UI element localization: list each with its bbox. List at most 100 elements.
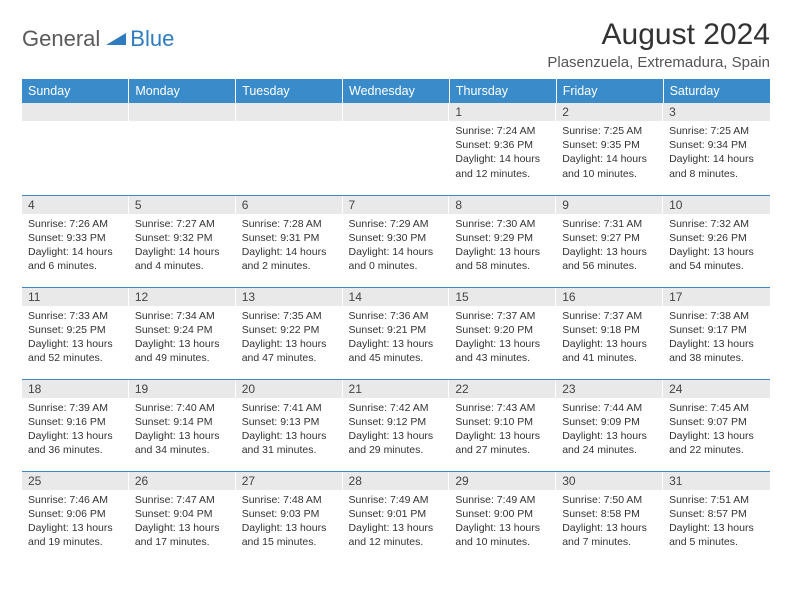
day-number: 28 — [343, 472, 450, 490]
sunrise-text: Sunrise: 7:24 AM — [455, 124, 550, 138]
sunrise-text: Sunrise: 7:26 AM — [28, 217, 123, 231]
sunrise-text: Sunrise: 7:37 AM — [455, 309, 550, 323]
day-info: Sunrise: 7:33 AMSunset: 9:25 PMDaylight:… — [22, 306, 129, 370]
sunset-text: Sunset: 9:13 PM — [242, 415, 337, 429]
daylight-text: Daylight: 13 hours and 12 minutes. — [349, 521, 444, 549]
daylight-text: Daylight: 13 hours and 19 minutes. — [28, 521, 123, 549]
day-info: Sunrise: 7:40 AMSunset: 9:14 PMDaylight:… — [129, 398, 236, 462]
day-info: Sunrise: 7:43 AMSunset: 9:10 PMDaylight:… — [449, 398, 556, 462]
day-number: 13 — [236, 288, 343, 306]
daylight-text: Daylight: 14 hours and 4 minutes. — [135, 245, 230, 273]
daylight-text: Daylight: 13 hours and 43 minutes. — [455, 337, 550, 365]
sunrise-text: Sunrise: 7:39 AM — [28, 401, 123, 415]
day-info: Sunrise: 7:42 AMSunset: 9:12 PMDaylight:… — [343, 398, 450, 462]
daylight-text: Daylight: 13 hours and 54 minutes. — [669, 245, 764, 273]
day-number: 18 — [22, 380, 129, 398]
calendar-day-cell: 28Sunrise: 7:49 AMSunset: 9:01 PMDayligh… — [343, 471, 450, 563]
day-info: Sunrise: 7:28 AMSunset: 9:31 PMDaylight:… — [236, 214, 343, 278]
day-number: 29 — [449, 472, 556, 490]
sunset-text: Sunset: 9:34 PM — [669, 138, 764, 152]
calendar-day-cell: 24Sunrise: 7:45 AMSunset: 9:07 PMDayligh… — [663, 379, 770, 471]
daylight-text: Daylight: 13 hours and 47 minutes. — [242, 337, 337, 365]
calendar-day-cell: 12Sunrise: 7:34 AMSunset: 9:24 PMDayligh… — [129, 287, 236, 379]
day-number: 16 — [556, 288, 663, 306]
daylight-text: Daylight: 13 hours and 36 minutes. — [28, 429, 123, 457]
day-number: 6 — [236, 196, 343, 214]
sunrise-text: Sunrise: 7:50 AM — [562, 493, 657, 507]
day-number — [343, 103, 450, 121]
logo-triangle-icon — [106, 29, 126, 50]
day-number: 14 — [343, 288, 450, 306]
daylight-text: Daylight: 14 hours and 12 minutes. — [455, 152, 550, 180]
day-info: Sunrise: 7:30 AMSunset: 9:29 PMDaylight:… — [449, 214, 556, 278]
weekday-header: Sunday — [22, 79, 129, 103]
calendar-day-cell: 10Sunrise: 7:32 AMSunset: 9:26 PMDayligh… — [663, 195, 770, 287]
daylight-text: Daylight: 13 hours and 17 minutes. — [135, 521, 230, 549]
day-info: Sunrise: 7:44 AMSunset: 9:09 PMDaylight:… — [556, 398, 663, 462]
sunrise-text: Sunrise: 7:31 AM — [562, 217, 657, 231]
sunrise-text: Sunrise: 7:32 AM — [669, 217, 764, 231]
calendar-day-cell: 18Sunrise: 7:39 AMSunset: 9:16 PMDayligh… — [22, 379, 129, 471]
sunset-text: Sunset: 9:25 PM — [28, 323, 123, 337]
day-info: Sunrise: 7:39 AMSunset: 9:16 PMDaylight:… — [22, 398, 129, 462]
calendar-day-cell: 27Sunrise: 7:48 AMSunset: 9:03 PMDayligh… — [236, 471, 343, 563]
day-info: Sunrise: 7:38 AMSunset: 9:17 PMDaylight:… — [663, 306, 770, 370]
calendar-day-cell: 4Sunrise: 7:26 AMSunset: 9:33 PMDaylight… — [22, 195, 129, 287]
sunset-text: Sunset: 8:58 PM — [562, 507, 657, 521]
sunset-text: Sunset: 9:29 PM — [455, 231, 550, 245]
calendar-day-cell — [22, 103, 129, 195]
day-number: 12 — [129, 288, 236, 306]
day-info: Sunrise: 7:48 AMSunset: 9:03 PMDaylight:… — [236, 490, 343, 554]
day-info: Sunrise: 7:47 AMSunset: 9:04 PMDaylight:… — [129, 490, 236, 554]
sunrise-text: Sunrise: 7:25 AM — [669, 124, 764, 138]
day-number: 30 — [556, 472, 663, 490]
calendar-day-cell: 6Sunrise: 7:28 AMSunset: 9:31 PMDaylight… — [236, 195, 343, 287]
sunset-text: Sunset: 9:14 PM — [135, 415, 230, 429]
daylight-text: Daylight: 13 hours and 24 minutes. — [562, 429, 657, 457]
daylight-text: Daylight: 13 hours and 5 minutes. — [669, 521, 764, 549]
daylight-text: Daylight: 14 hours and 8 minutes. — [669, 152, 764, 180]
logo-text-general: General — [22, 26, 100, 52]
day-number: 24 — [663, 380, 770, 398]
calendar-day-cell: 15Sunrise: 7:37 AMSunset: 9:20 PMDayligh… — [449, 287, 556, 379]
sunset-text: Sunset: 9:00 PM — [455, 507, 550, 521]
calendar-day-cell: 7Sunrise: 7:29 AMSunset: 9:30 PMDaylight… — [343, 195, 450, 287]
weekday-header: Tuesday — [236, 79, 343, 103]
calendar-table: Sunday Monday Tuesday Wednesday Thursday… — [22, 79, 770, 563]
day-number: 20 — [236, 380, 343, 398]
calendar-day-cell: 11Sunrise: 7:33 AMSunset: 9:25 PMDayligh… — [22, 287, 129, 379]
location-label: Plasenzuela, Extremadura, Spain — [547, 54, 770, 71]
daylight-text: Daylight: 13 hours and 58 minutes. — [455, 245, 550, 273]
day-number: 31 — [663, 472, 770, 490]
sunset-text: Sunset: 9:18 PM — [562, 323, 657, 337]
sunrise-text: Sunrise: 7:46 AM — [28, 493, 123, 507]
day-info: Sunrise: 7:41 AMSunset: 9:13 PMDaylight:… — [236, 398, 343, 462]
day-info: Sunrise: 7:37 AMSunset: 9:20 PMDaylight:… — [449, 306, 556, 370]
sunrise-text: Sunrise: 7:37 AM — [562, 309, 657, 323]
daylight-text: Daylight: 13 hours and 7 minutes. — [562, 521, 657, 549]
sunrise-text: Sunrise: 7:45 AM — [669, 401, 764, 415]
sunset-text: Sunset: 8:57 PM — [669, 507, 764, 521]
daylight-text: Daylight: 14 hours and 0 minutes. — [349, 245, 444, 273]
month-title: August 2024 — [547, 18, 770, 52]
sunrise-text: Sunrise: 7:28 AM — [242, 217, 337, 231]
calendar-week-row: 11Sunrise: 7:33 AMSunset: 9:25 PMDayligh… — [22, 287, 770, 379]
weekday-header: Monday — [129, 79, 236, 103]
day-info: Sunrise: 7:24 AMSunset: 9:36 PMDaylight:… — [449, 121, 556, 185]
daylight-text: Daylight: 13 hours and 38 minutes. — [669, 337, 764, 365]
day-number: 21 — [343, 380, 450, 398]
daylight-text: Daylight: 14 hours and 6 minutes. — [28, 245, 123, 273]
calendar-day-cell — [343, 103, 450, 195]
sunrise-text: Sunrise: 7:27 AM — [135, 217, 230, 231]
sunset-text: Sunset: 9:35 PM — [562, 138, 657, 152]
sunset-text: Sunset: 9:10 PM — [455, 415, 550, 429]
day-info: Sunrise: 7:27 AMSunset: 9:32 PMDaylight:… — [129, 214, 236, 278]
day-number — [129, 103, 236, 121]
sunset-text: Sunset: 9:24 PM — [135, 323, 230, 337]
calendar-day-cell: 20Sunrise: 7:41 AMSunset: 9:13 PMDayligh… — [236, 379, 343, 471]
weekday-header: Saturday — [663, 79, 770, 103]
sunset-text: Sunset: 9:03 PM — [242, 507, 337, 521]
calendar-day-cell: 1Sunrise: 7:24 AMSunset: 9:36 PMDaylight… — [449, 103, 556, 195]
sunrise-text: Sunrise: 7:48 AM — [242, 493, 337, 507]
day-info: Sunrise: 7:25 AMSunset: 9:34 PMDaylight:… — [663, 121, 770, 185]
